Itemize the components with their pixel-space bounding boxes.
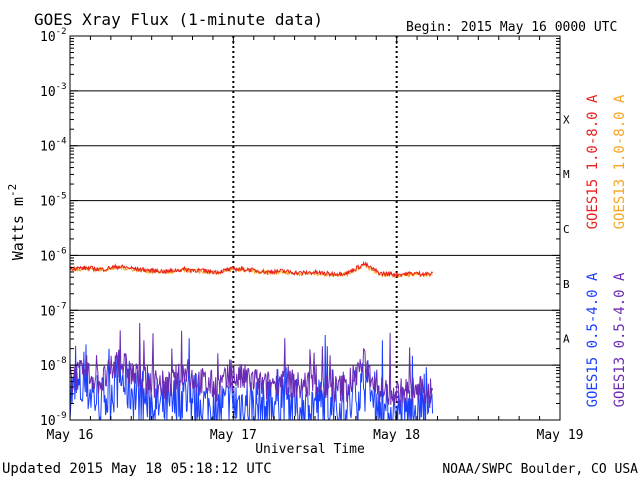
flare-class-b: B — [563, 278, 570, 291]
x-tick-label: May 18 — [373, 428, 420, 443]
plot-area — [70, 36, 560, 420]
legend-goes13-1-0-8-0-a: GOES13 1.0-8.0 A — [612, 94, 628, 229]
legend-goes15-0-5-4-0-a: GOES15 0.5-4.0 A — [585, 272, 601, 407]
flare-class-c: C — [563, 223, 570, 236]
legend-goes15-1-0-8-0-a: GOES15 1.0-8.0 A — [585, 94, 601, 229]
x-axis-label: Universal Time — [255, 442, 365, 457]
y-axis-label: Watts m-2 — [6, 184, 27, 260]
grid-lines — [70, 36, 560, 420]
flare-class-x: X — [563, 113, 570, 126]
x-tick-label: May 17 — [210, 428, 257, 443]
y-tick-label: 10-9 — [40, 411, 67, 429]
flare-class-m: M — [563, 168, 570, 181]
y-tick-label: 10-2 — [40, 27, 67, 45]
y-tick-label: 10-4 — [40, 137, 67, 155]
y-tick-label: 10-6 — [40, 246, 67, 264]
y-tick-label: 10-8 — [40, 356, 67, 374]
flare-class-labels: X M C B A — [563, 113, 570, 345]
series-line-goes13-0-5-4-0-a — [69, 322, 434, 409]
flare-class-a: A — [563, 333, 570, 346]
x-tick-label: May 16 — [47, 428, 94, 443]
updated-label: Updated 2015 May 18 05:18:12 UTC — [2, 461, 272, 477]
credit-label: NOAA/SWPC Boulder, CO USA — [442, 462, 638, 477]
y-tick-label: 10-3 — [40, 82, 67, 100]
x-tick-label: May 19 — [537, 428, 584, 443]
x-axis-ticks: May 16 May 17 May 18 May 19 — [47, 36, 584, 443]
data-series — [69, 260, 434, 422]
begin-label: Begin: 2015 May 16 0000 UTC — [406, 20, 617, 35]
plot-background — [70, 36, 560, 420]
legend: GOES15 1.0-8.0 A GOES13 1.0-8.0 A GOES15 0… — [585, 94, 628, 407]
y-tick-label: 10-5 — [40, 192, 67, 210]
series-line-goes15-1-0-8-0-a — [69, 260, 433, 279]
y-tick-label: 10-7 — [40, 301, 67, 319]
legend-goes13-0-5-4-0-a: GOES13 0.5-4.0 A — [612, 272, 628, 407]
chart-title: GOES Xray Flux (1-minute data) — [34, 10, 323, 29]
